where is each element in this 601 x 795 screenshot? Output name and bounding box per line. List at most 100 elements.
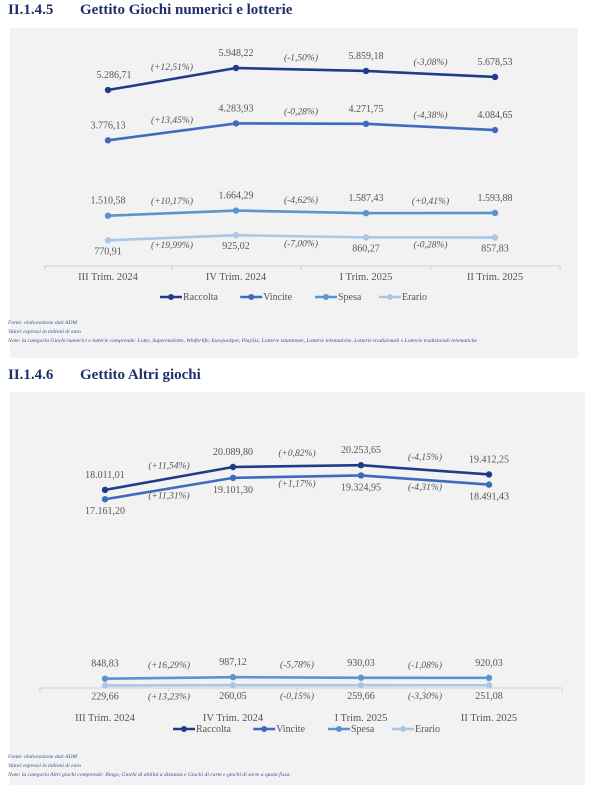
note-source: Fonte: elaborazione dati ADM [8, 320, 78, 326]
data-point-erario [485, 682, 493, 689]
data-label: 19.101,30 [213, 485, 253, 496]
data-point-erario [491, 234, 499, 241]
data-label: 18.491,43 [469, 492, 509, 503]
change-label: (+19,99%) [151, 240, 193, 251]
x-tick-label: II Trim. 2025 [461, 713, 517, 724]
x-tick-label: II Trim. 2025 [467, 272, 523, 283]
change-label: (-5,78%) [280, 659, 314, 670]
data-label: 987,12 [219, 657, 247, 668]
data-label: 5.948,22 [219, 48, 254, 59]
legend-label-raccolta: Raccolta [196, 724, 232, 735]
legend-marker-raccolta [168, 294, 174, 300]
legend-label-erario: Erario [415, 724, 440, 735]
note-units: Valori espressi in milioni di euro [8, 763, 82, 769]
data-label: 251,08 [475, 691, 503, 702]
series-line-spesa [107, 209, 496, 218]
data-label: 4.084,65 [478, 110, 513, 121]
note-units: Valori espressi in milioni di euro [8, 329, 82, 335]
data-point-vincite [362, 120, 370, 128]
change-label: (+0,82%) [278, 448, 315, 459]
data-label: 20.089,80 [213, 447, 253, 458]
legend-label-vincite: Vincite [276, 724, 305, 735]
data-label: 17.161,20 [85, 506, 125, 517]
data-label: 229,66 [91, 691, 119, 702]
legend-marker-vincite [261, 726, 268, 732]
change-label: (+1,17%) [278, 479, 315, 490]
data-point-erario [357, 681, 365, 689]
data-label: 857,83 [481, 243, 509, 254]
data-point-raccolta [357, 462, 365, 469]
chart-notes: Fonte: elaborazione dati ADM Valori espr… [8, 753, 563, 780]
change-label: (+11,31%) [148, 491, 189, 502]
data-label: 770,91 [94, 246, 122, 257]
change-label: (-0,28%) [413, 239, 447, 250]
x-tick-label: I Trim. 2025 [335, 713, 388, 724]
data-label: 259,66 [347, 691, 375, 702]
change-label: (-4,15%) [408, 452, 442, 463]
chart-giochi-numerici: III Trim. 2024 IV Trim. 2024 I Trim. 2025 I… [44, 48, 561, 303]
legend-marker-spesa [336, 726, 342, 732]
x-tick-label: IV Trim. 2024 [206, 272, 267, 283]
data-label: 18.011,01 [85, 470, 125, 481]
data-label: 19.324,95 [341, 482, 381, 493]
data-point-vincite [104, 137, 112, 144]
change-label: (+10,17%) [151, 196, 193, 207]
data-point-raccolta [485, 471, 493, 478]
change-label: (-1,50%) [284, 52, 318, 63]
data-label: 1.510,58 [91, 196, 126, 207]
series-line-raccolta [104, 463, 490, 492]
note-category: Note: la categoria Giochi numerici e lot… [8, 338, 478, 344]
legend-marker-spesa [323, 294, 329, 300]
data-point-erario [362, 234, 370, 241]
data-label: 4.271,75 [349, 104, 384, 115]
section-title: Gettito Giochi numerici e lotterie [80, 2, 293, 18]
data-point-vincite [357, 472, 365, 479]
chart-altri-giochi-panel: III Trim. 2024 IV Trim. 2024 I Trim. 2025 I… [10, 392, 585, 785]
data-point-vincite [232, 120, 240, 127]
legend-label-vincite: Vincite [263, 292, 292, 303]
section-number: II.1.4.5 [8, 2, 54, 18]
data-point-vincite [101, 496, 109, 503]
section-title: Gettito Altri giochi [80, 367, 201, 383]
note-category: Note: la categoria Altri giochi comprend… [8, 772, 291, 778]
change-label: (+13,23%) [148, 691, 190, 702]
x-tick-label: IV Trim. 2024 [203, 713, 264, 724]
data-point-raccolta [104, 86, 112, 94]
section-heading-giochi-numerici: II.1.4.5 Gettito Giochi numerici e lotter… [8, 2, 292, 19]
data-label: 3.776,13 [91, 120, 126, 131]
legend-marker-erario [387, 294, 393, 300]
legend-label-spesa: Spesa [338, 292, 362, 303]
section-number: II.1.4.6 [8, 367, 54, 383]
change-label: (-3,30%) [408, 691, 442, 702]
data-label: 1.664,29 [219, 191, 254, 202]
data-point-spesa [101, 675, 109, 682]
data-label: 930,03 [347, 658, 375, 669]
data-point-spesa [104, 212, 112, 219]
legend-marker-raccolta [181, 726, 187, 732]
data-point-spesa [362, 209, 370, 217]
chart-altri-giochi: III Trim. 2024 IV Trim. 2024 I Trim. 2025 I… [39, 445, 563, 735]
data-label: 5.286,71 [97, 70, 132, 81]
data-point-raccolta [491, 73, 499, 81]
data-label: 1.587,43 [349, 193, 384, 204]
data-point-vincite [229, 474, 237, 482]
data-point-raccolta [232, 64, 240, 72]
data-label: 5.859,18 [349, 51, 384, 62]
series-line-raccolta [107, 66, 496, 92]
legend-label-raccolta: Raccolta [183, 292, 219, 303]
change-label: (+16,29%) [148, 660, 190, 671]
change-label: (+12,51%) [151, 62, 193, 73]
legend-label-erario: Erario [402, 292, 427, 303]
chart-giochi-numerici-panel: III Trim. 2024 IV Trim. 2024 I Trim. 2025 I… [10, 28, 578, 358]
data-point-spesa [229, 673, 237, 681]
legend-label-spesa: Spesa [351, 724, 375, 735]
section-heading-altri-giochi: II.1.4.6 Gettito Altri giochi [8, 367, 201, 384]
x-tick-label: I Trim. 2025 [340, 272, 393, 283]
data-point-spesa [232, 207, 240, 214]
note-source: Fonte: elaborazione dati ADM [8, 754, 78, 760]
data-label: 4.283,93 [219, 103, 254, 114]
change-label: (-4,38%) [413, 110, 447, 121]
data-label: 1.593,88 [478, 193, 513, 204]
data-point-spesa [491, 209, 499, 217]
